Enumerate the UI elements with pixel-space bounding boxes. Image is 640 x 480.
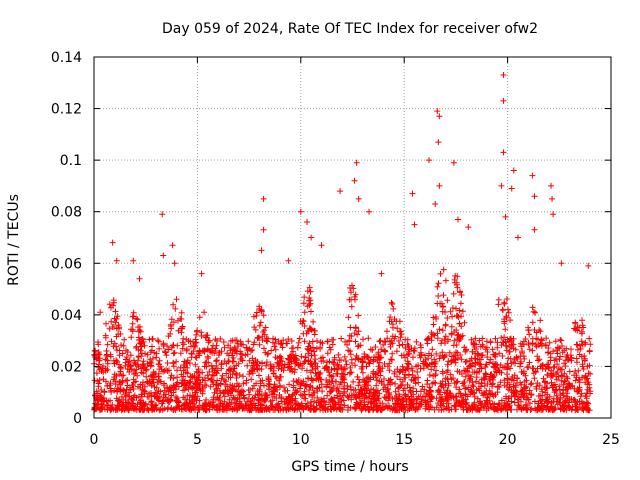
y-tick-label: 0.06	[51, 256, 82, 272]
roti-point	[130, 257, 137, 264]
roti-point	[113, 257, 120, 264]
roti-point	[454, 216, 461, 223]
y-tick-label: 0.02	[51, 359, 82, 375]
roti-point	[337, 188, 344, 195]
roti-point	[502, 213, 509, 220]
roti-point	[171, 260, 178, 267]
x-tick-label: 0	[90, 432, 99, 448]
roti-point	[510, 167, 517, 174]
roti-point	[318, 242, 325, 249]
roti-point	[136, 275, 143, 282]
roti-point	[548, 182, 555, 189]
x-tick-label: 5	[193, 432, 202, 448]
roti-point	[558, 260, 565, 267]
roti-point	[436, 182, 443, 189]
roti-point	[529, 172, 536, 179]
axis-ticks: 0 5 10 15 20 25 0 0.02 0.04 0.06 0.08 0.1 0.12 0.14	[51, 50, 620, 448]
roti-point	[297, 208, 304, 215]
roti-point	[549, 195, 556, 202]
roti-point	[531, 193, 538, 200]
roti-point	[353, 159, 360, 166]
roti-point	[169, 242, 176, 249]
roti-point	[109, 239, 116, 246]
roti-point	[531, 226, 538, 233]
plot-frame	[93, 56, 612, 419]
y-tick-label: 0.12	[51, 102, 82, 118]
roti-point	[351, 177, 358, 184]
roti-point	[508, 185, 515, 192]
roti-point	[436, 113, 443, 120]
roti-point	[432, 200, 439, 207]
roti-point	[514, 234, 521, 241]
roti-point	[434, 108, 441, 115]
chart-title: Day 059 of 2024, Rate Of TEC Index for r…	[162, 21, 538, 37]
roti-point	[450, 159, 457, 166]
x-axis-label: GPS time / hours	[291, 459, 408, 475]
y-tick-label: 0.1	[60, 153, 82, 169]
plot-area-background	[94, 57, 611, 418]
roti-point	[304, 219, 311, 226]
roti-point	[159, 211, 166, 218]
x-tick-label: 20	[499, 432, 517, 448]
roti-point	[550, 211, 557, 218]
roti-point	[260, 195, 267, 202]
roti-point	[500, 97, 507, 104]
roti-point	[411, 221, 418, 228]
x-tick-label: 10	[292, 432, 310, 448]
y-tick-label: 0.04	[51, 308, 82, 324]
roti-point	[409, 190, 416, 197]
roti-point	[500, 149, 507, 156]
roti-point	[285, 257, 292, 264]
roti-point	[498, 182, 505, 189]
roti-point	[97, 309, 104, 316]
x-tick-label: 25	[602, 432, 620, 448]
y-tick-label: 0	[73, 411, 82, 427]
roti-point	[258, 247, 265, 254]
roti-point	[160, 252, 167, 259]
y-tick-label: 0.08	[51, 205, 82, 221]
roti-point	[435, 139, 442, 146]
roti-point	[378, 270, 385, 277]
roti-point	[426, 157, 433, 164]
roti-point	[500, 72, 507, 79]
roti-point	[198, 270, 205, 277]
roti-point	[308, 234, 315, 241]
y-axis-label: ROTI / TECUs	[6, 194, 22, 286]
roti-point	[585, 262, 592, 269]
roti-point	[465, 224, 472, 231]
x-tick-label: 15	[395, 432, 413, 448]
grid-lines	[94, 57, 611, 418]
roti-point	[366, 208, 373, 215]
roti-point	[355, 195, 362, 202]
roti-point	[260, 226, 267, 233]
y-tick-label: 0.14	[51, 50, 82, 66]
